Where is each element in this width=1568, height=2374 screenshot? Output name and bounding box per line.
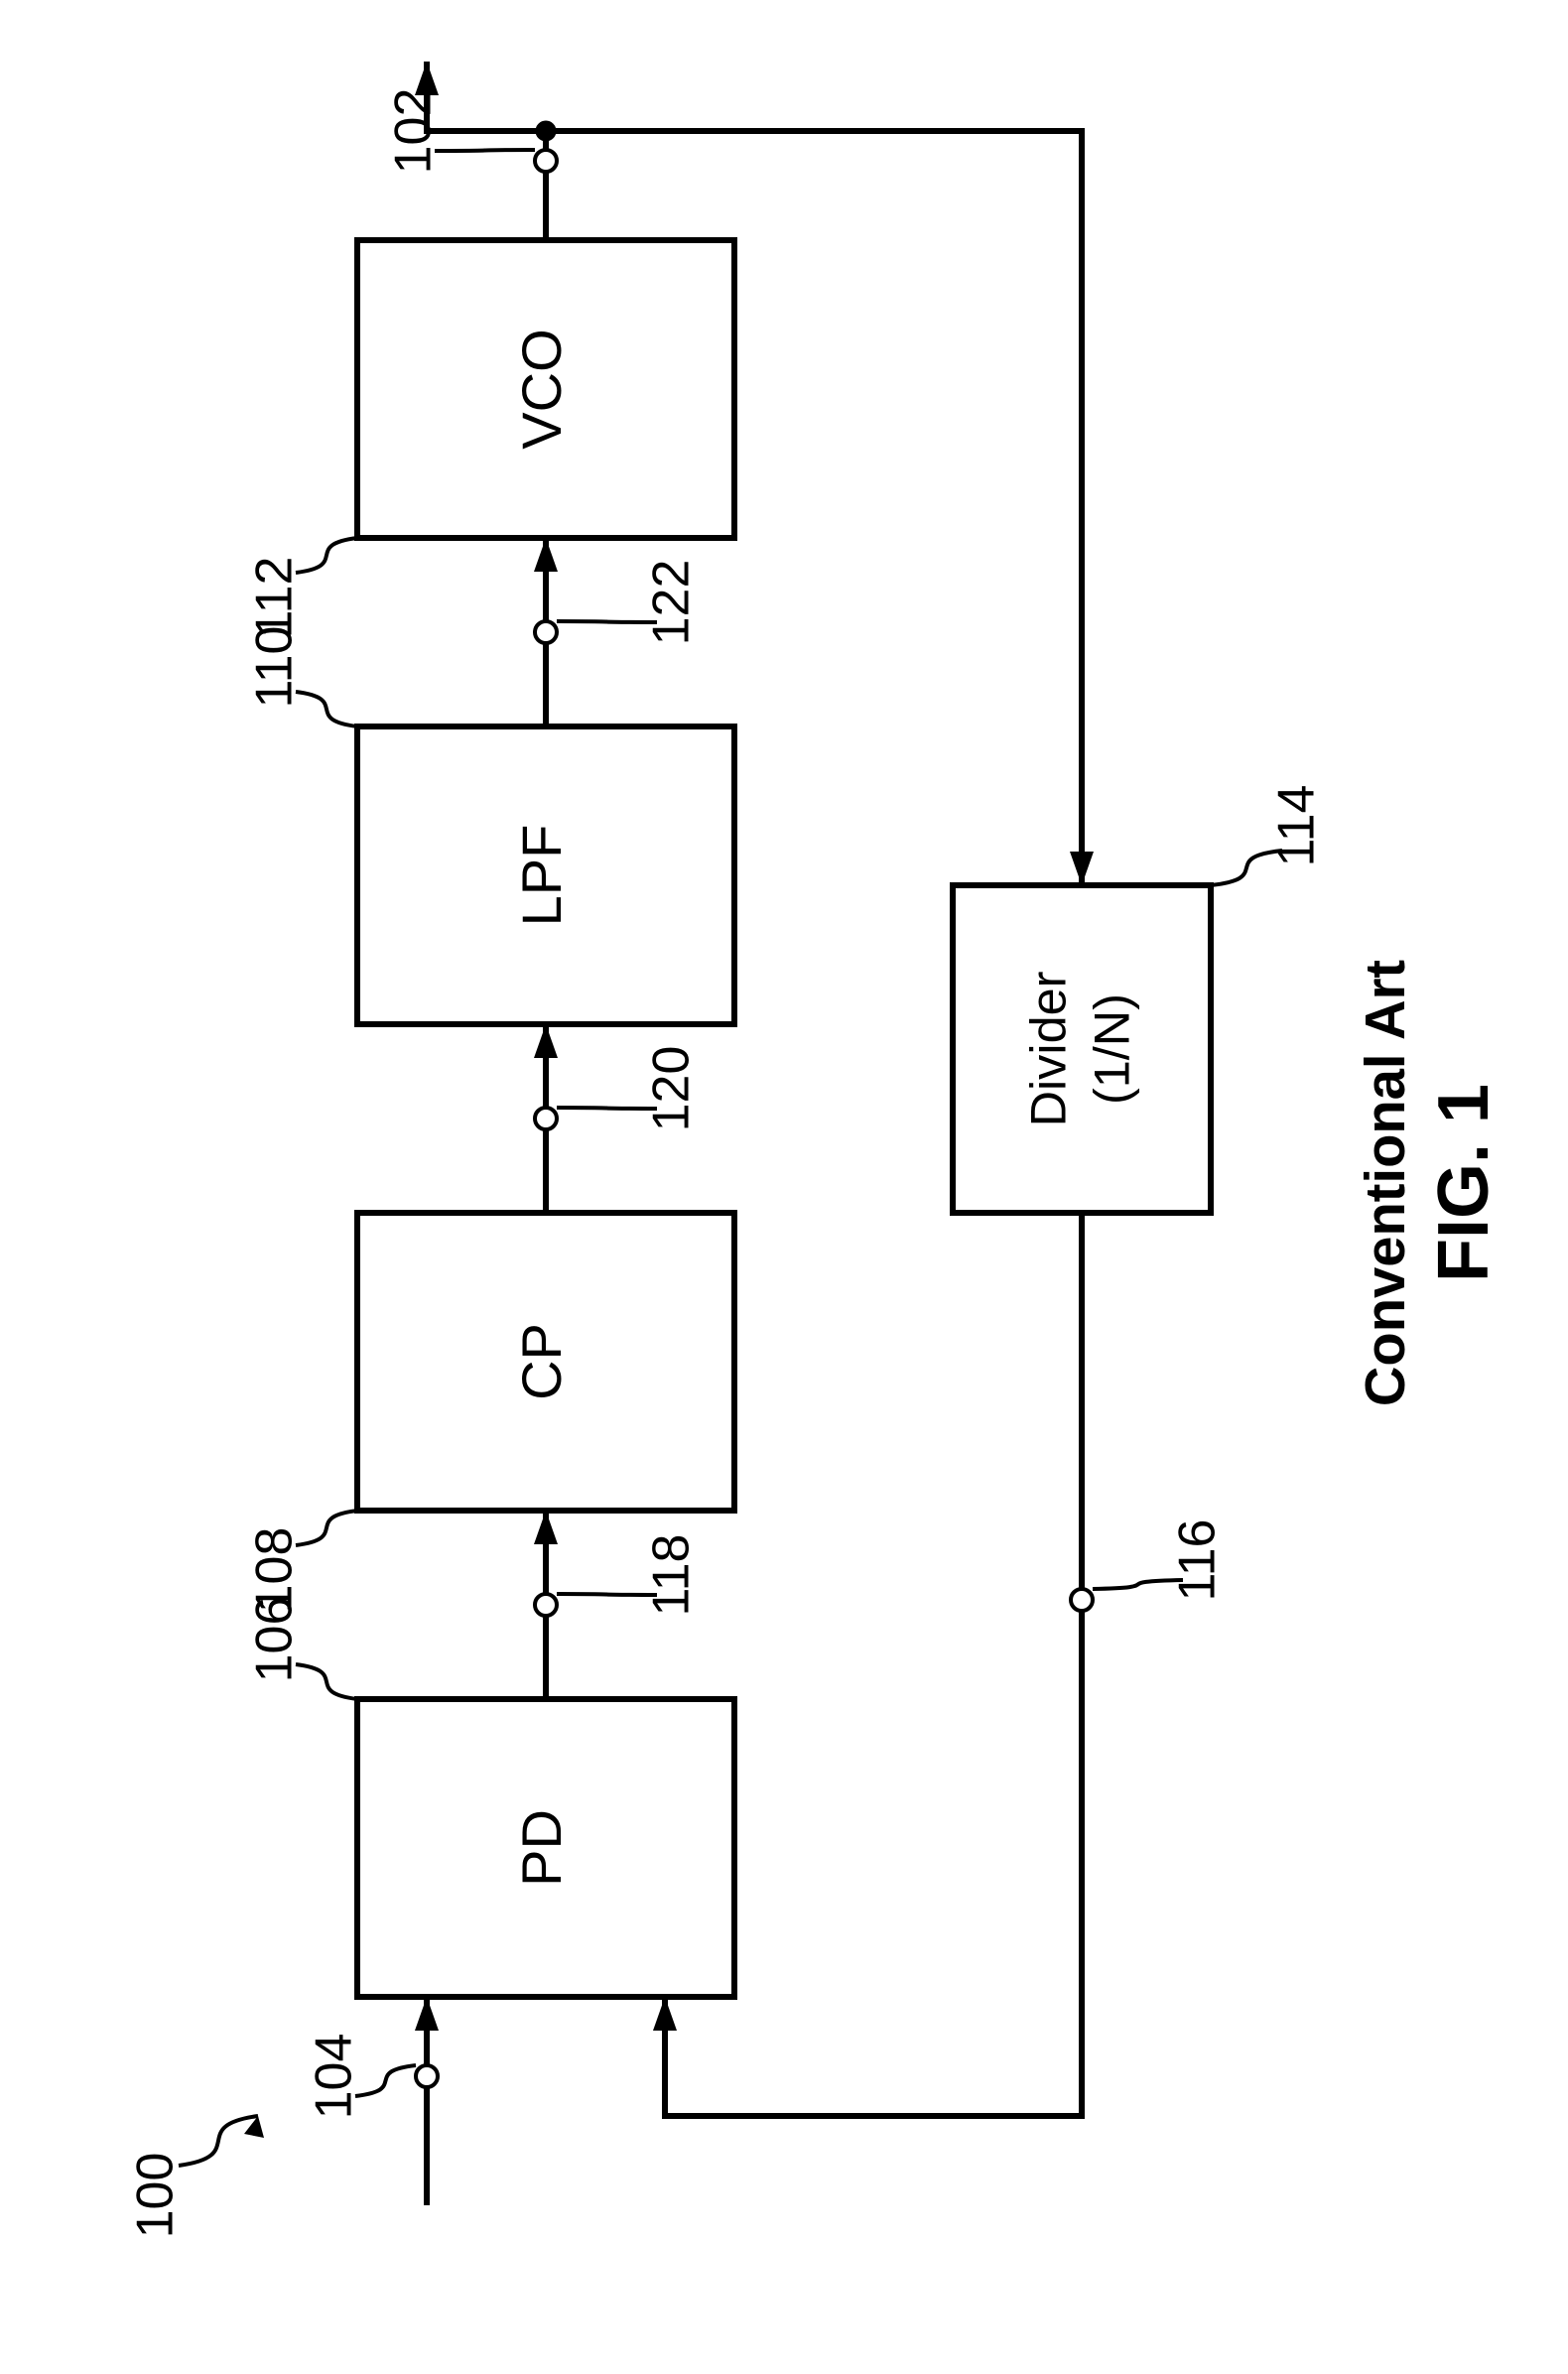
svg-text:108: 108 <box>246 1527 304 1614</box>
svg-text:CP: CP <box>510 1323 573 1400</box>
junction-node <box>536 121 556 141</box>
svg-text:104: 104 <box>306 2034 363 2120</box>
node-122 <box>535 621 557 643</box>
svg-text:Divider: Divider <box>1019 972 1076 1127</box>
svg-text:102: 102 <box>385 88 443 175</box>
wire <box>427 62 546 131</box>
svg-text:PD: PD <box>510 1809 573 1887</box>
svg-text:VCO: VCO <box>510 329 573 449</box>
divider-block <box>953 885 1211 1213</box>
node-120 <box>535 1108 557 1129</box>
node-104 <box>416 2065 438 2087</box>
node-118 <box>535 1594 557 1616</box>
svg-text:Conventional Art: Conventional Art <box>1354 960 1416 1407</box>
svg-text:112: 112 <box>246 557 304 639</box>
svg-text:FIG. 1: FIG. 1 <box>1424 1084 1503 1282</box>
svg-text:120: 120 <box>643 1046 701 1132</box>
svg-text:116: 116 <box>1169 1519 1227 1602</box>
svg-text:118: 118 <box>643 1534 701 1617</box>
node-102 <box>535 150 557 172</box>
svg-text:122: 122 <box>643 560 701 646</box>
svg-text:114: 114 <box>1268 785 1326 867</box>
svg-text:(1/N): (1/N) <box>1083 993 1139 1105</box>
node-116 <box>1071 1589 1093 1611</box>
svg-text:100: 100 <box>127 2153 185 2239</box>
svg-text:LPF: LPF <box>510 825 573 927</box>
